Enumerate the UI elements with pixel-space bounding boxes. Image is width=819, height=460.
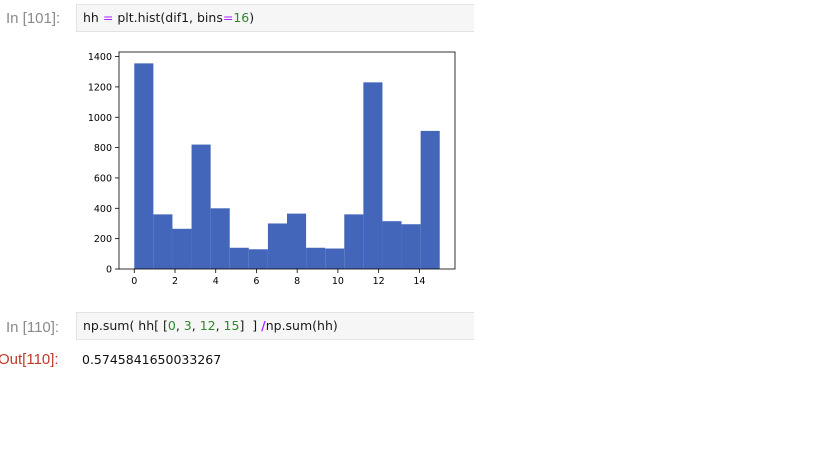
code-token: np.sum( hh[ [: [83, 318, 168, 333]
y-tick-label: 400: [94, 204, 112, 215]
histogram-bar: [267, 223, 287, 269]
output-prompt-110: Out[110]:: [0, 351, 59, 368]
histogram-bar: [153, 214, 173, 269]
code-token: hh: [83, 10, 99, 25]
y-tick-label: 600: [94, 173, 112, 184]
x-tick-label: 6: [253, 276, 259, 287]
histogram-bar: [287, 213, 307, 269]
code-token: ,: [191, 318, 200, 333]
histogram-bar: [401, 224, 421, 269]
x-tick-label: 0: [131, 276, 137, 287]
x-tick-label: 4: [213, 276, 219, 287]
histogram-bar: [306, 247, 326, 269]
code-number: 3: [183, 318, 192, 333]
histogram-bar: [344, 214, 364, 269]
x-tick-label: 8: [294, 276, 300, 287]
code-token: ,: [175, 318, 184, 333]
y-tick-label: 800: [94, 143, 112, 154]
code-number: 0: [167, 318, 176, 333]
code-token: plt.hist(dif1, bins: [117, 10, 223, 25]
code-line: np.sum( hh[ [0, 3, 12, 15] ] /np.sum(hh): [83, 318, 338, 333]
histogram-chart: 0 200 400 600 800 1000 1200 1400 0 2 4 6 8 10 12 14: [88, 51, 456, 287]
plot-frame: [118, 51, 456, 270]
code-operator: =: [222, 10, 234, 25]
histogram-bar: [191, 144, 211, 269]
histogram-bar: [363, 82, 383, 269]
y-tick-label: 1400: [88, 52, 112, 63]
histogram-bar: [229, 247, 249, 269]
code-line: hh = plt.hist(dif1, bins=16): [83, 10, 254, 25]
x-tick-label: 10: [332, 276, 344, 287]
histogram-bar: [420, 130, 440, 269]
code-token: ] ]: [239, 318, 262, 333]
y-tick-label: 0: [106, 265, 112, 276]
histogram-bar: [172, 228, 192, 269]
histogram-bar: [248, 249, 268, 269]
histogram-bar: [134, 63, 154, 269]
y-tick-label: 1000: [88, 113, 112, 124]
code-number: 15: [223, 318, 240, 333]
y-tick-label: 200: [94, 234, 112, 245]
code-operator: =: [102, 10, 114, 25]
code-token: ,: [215, 318, 224, 333]
output-value: 0.5745841650033267: [82, 352, 222, 367]
code-cell-110[interactable]: np.sum( hh[ [0, 3, 12, 15] ] /np.sum(hh): [76, 312, 474, 340]
x-tick-label: 14: [413, 276, 425, 287]
input-prompt-110: In [110]:: [6, 319, 60, 336]
code-cell-101[interactable]: hh = plt.hist(dif1, bins=16): [76, 4, 474, 32]
code-token: ): [249, 10, 255, 25]
y-tick-label: 1200: [88, 82, 112, 93]
histogram-bar: [325, 248, 345, 269]
code-number: 12: [199, 318, 216, 333]
code-operator: /: [261, 318, 266, 333]
input-prompt-101: In [101]:: [6, 10, 61, 27]
code-number: 16: [233, 10, 250, 25]
histogram-bar: [382, 221, 402, 269]
histogram-bar: [210, 208, 230, 269]
code-token: np.sum(hh): [265, 318, 338, 333]
x-tick-label: 2: [172, 276, 178, 287]
x-tick-label: 12: [373, 276, 385, 287]
